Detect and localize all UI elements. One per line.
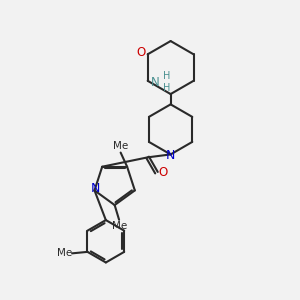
Text: O: O (136, 46, 146, 59)
Text: H: H (163, 83, 170, 93)
Text: O: O (158, 166, 168, 179)
Text: N: N (90, 182, 100, 195)
Text: N: N (151, 76, 160, 89)
Text: N: N (166, 149, 175, 162)
Text: Me: Me (112, 221, 127, 231)
Text: Me: Me (57, 248, 72, 258)
Text: Me: Me (113, 141, 128, 151)
Text: H: H (163, 71, 170, 81)
